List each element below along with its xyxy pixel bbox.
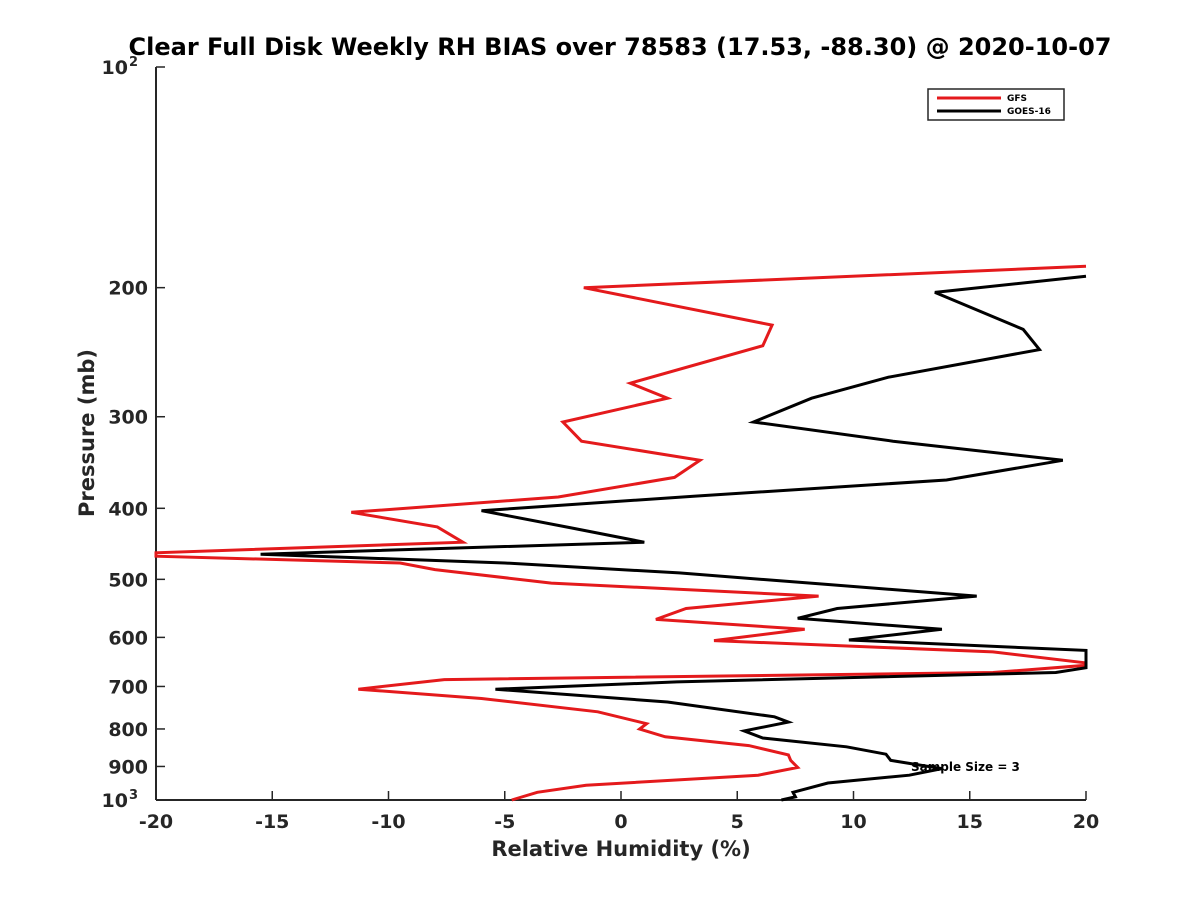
y-tick-label: 800 bbox=[108, 719, 148, 741]
x-tick-label: 20 bbox=[1073, 811, 1099, 833]
series-line-gfs bbox=[154, 264, 1088, 802]
x-tick-label: 15 bbox=[957, 811, 983, 833]
x-tick-label: 0 bbox=[614, 811, 627, 833]
y-tick-exponent: 2 bbox=[129, 55, 138, 70]
x-tick-label: -5 bbox=[494, 811, 515, 833]
x-tick-label: -15 bbox=[255, 811, 289, 833]
y-tick-label: 400 bbox=[108, 498, 148, 520]
y-axis-label: Pressure (mb) bbox=[75, 349, 99, 517]
y-tick-label: 10 bbox=[102, 57, 128, 79]
series-layer bbox=[154, 264, 1088, 802]
series-line-goes-16 bbox=[260, 274, 1088, 802]
chart-title: Clear Full Disk Weekly RH BIAS over 7858… bbox=[129, 33, 1112, 61]
plot-area bbox=[155, 67, 1086, 801]
x-tick-label: -20 bbox=[139, 811, 173, 833]
y-tick-label: 300 bbox=[108, 407, 148, 429]
y-tick-exponent: 3 bbox=[129, 788, 138, 803]
legend: GFS GOES-16 bbox=[927, 88, 1065, 121]
y-tick-label: 600 bbox=[108, 627, 148, 649]
y-tick-label: 900 bbox=[108, 756, 148, 778]
y-tick-label: 200 bbox=[108, 278, 148, 300]
x-axis-ticks: -20 -15 -10 -5 0 5 10 15 20 bbox=[139, 791, 1099, 833]
legend-label-goes-16: GOES-16 bbox=[1007, 107, 1051, 117]
sample-size-annotation: Sample Size = 3 bbox=[911, 760, 1020, 774]
x-axis-label: Relative Humidity (%) bbox=[491, 837, 750, 861]
y-tick-label: 10 bbox=[102, 790, 128, 812]
legend-box bbox=[927, 88, 1065, 121]
x-tick-label: 5 bbox=[731, 811, 744, 833]
x-tick-label: 10 bbox=[840, 811, 866, 833]
x-tick-label: -10 bbox=[371, 811, 405, 833]
y-tick-label: 500 bbox=[108, 569, 148, 591]
y-tick-label: 700 bbox=[108, 676, 148, 698]
legend-label-gfs: GFS bbox=[1007, 94, 1027, 104]
